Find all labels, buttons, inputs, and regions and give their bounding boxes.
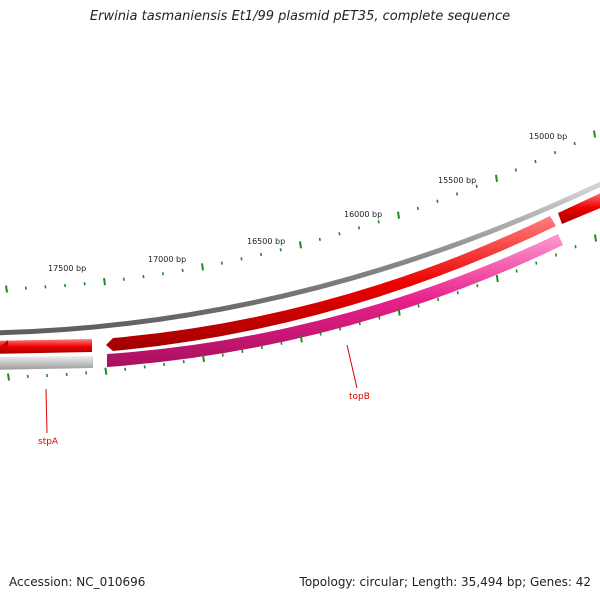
- scale-tick-inner: [7, 373, 10, 381]
- scale-tick-inner: [46, 373, 49, 378]
- scale-tick-inner: [202, 354, 205, 363]
- scale-tick-outer: [358, 226, 361, 230]
- scale-tick-inner: [143, 365, 146, 369]
- scale-tick-outer: [64, 283, 67, 288]
- scale-tick-outer: [514, 168, 517, 172]
- scale-tick-outer: [122, 277, 125, 281]
- scale-tick-outer: [397, 211, 400, 219]
- scale-tick-outer: [103, 277, 106, 286]
- scale-tick-inner: [397, 308, 401, 316]
- scale-tick-inner: [221, 353, 224, 357]
- scale-tick-outer: [495, 174, 498, 182]
- sequence-summary-text: Topology: circular; Length: 35,494 bp; G…: [299, 575, 591, 589]
- scale-tick-inner: [417, 304, 420, 308]
- gene-arrow-topB: [107, 234, 563, 367]
- tick-label-15000: 15000 bp: [529, 132, 567, 141]
- scale-tick-inner: [535, 261, 538, 265]
- accession-text: Accession: NC_010696: [9, 575, 146, 589]
- scale-tick-inner: [437, 297, 440, 302]
- gene-arrow-upstream: [558, 193, 600, 224]
- gene-arrow-stpA: [0, 356, 93, 370]
- scale-tick-inner: [241, 349, 244, 354]
- scale-tick-outer: [240, 257, 243, 261]
- scale-tick-inner: [260, 345, 263, 350]
- scale-tick-inner: [495, 274, 499, 283]
- scale-tick-inner: [554, 253, 557, 257]
- scale-tick-outer: [142, 274, 145, 279]
- scale-tick-inner: [456, 291, 459, 295]
- scale-tick-outer: [593, 130, 596, 138]
- scale-ticks: [5, 130, 597, 381]
- scale-tick-outer: [554, 150, 557, 155]
- scale-tick-inner: [280, 341, 283, 345]
- scale-tick-inner: [26, 374, 29, 379]
- scale-tick-outer: [44, 285, 47, 289]
- scale-tick-inner: [339, 327, 342, 331]
- backbone-ring: [0, 181, 600, 336]
- map-title: Erwinia tasmaniensis Et1/99 plasmid pET3…: [89, 9, 511, 24]
- topB-leader-line: [346, 344, 358, 389]
- scale-tick-inner: [319, 332, 322, 336]
- stpA-leader-line: [45, 388, 48, 434]
- scale-tick-inner: [163, 362, 166, 367]
- tick-label-17000: 17000 bp: [148, 255, 186, 264]
- scale-tick-outer: [534, 159, 537, 164]
- scale-tick-inner: [124, 367, 127, 371]
- scale-tick-outer: [475, 184, 478, 188]
- scale-tick-outer: [456, 192, 459, 196]
- scale-tick-inner: [594, 234, 597, 242]
- tick-label-16000: 16000 bp: [344, 210, 382, 219]
- scale-tick-inner: [574, 245, 577, 249]
- gene-arrow-stpA-neighbor: [0, 339, 92, 354]
- scale-tick-outer: [220, 261, 223, 265]
- scale-tick-outer: [260, 252, 263, 257]
- gene-label-stpA: stpA: [38, 437, 59, 447]
- scale-tick-outer: [279, 248, 282, 252]
- scale-tick-outer: [416, 206, 419, 211]
- scale-tick-inner: [104, 367, 108, 375]
- tick-label-15500: 15500 bp: [438, 176, 476, 185]
- scale-tick-inner: [515, 269, 518, 273]
- scale-tick-outer: [162, 272, 165, 276]
- scale-tick-outer: [24, 286, 27, 290]
- scale-tick-inner: [182, 359, 185, 364]
- scale-tick-inner: [476, 284, 479, 288]
- scale-tick-inner: [65, 372, 68, 377]
- scale-tick-outer: [436, 199, 439, 203]
- scale-tick-outer: [377, 220, 380, 224]
- scale-tick-outer: [181, 268, 184, 273]
- scale-tick-inner: [378, 316, 381, 320]
- scale-tick-outer: [338, 232, 341, 236]
- scale-tick-inner: [85, 371, 88, 375]
- tick-label-17500: 17500 bp: [48, 264, 86, 273]
- gene-arrow-left-tip: [0, 340, 8, 353]
- gene-label-topB: topB: [349, 392, 370, 402]
- scale-tick-inner: [358, 321, 361, 326]
- tick-label-16500: 16500 bp: [247, 237, 285, 246]
- scale-tick-inner: [299, 335, 303, 343]
- scale-tick-outer: [201, 263, 204, 271]
- gene-arrow-topB-region: [106, 216, 556, 351]
- scale-tick-outer: [299, 241, 302, 249]
- scale-tick-outer: [573, 141, 576, 146]
- scale-tick-outer: [318, 237, 321, 242]
- scale-tick-outer: [83, 282, 86, 286]
- scale-tick-outer: [5, 285, 8, 293]
